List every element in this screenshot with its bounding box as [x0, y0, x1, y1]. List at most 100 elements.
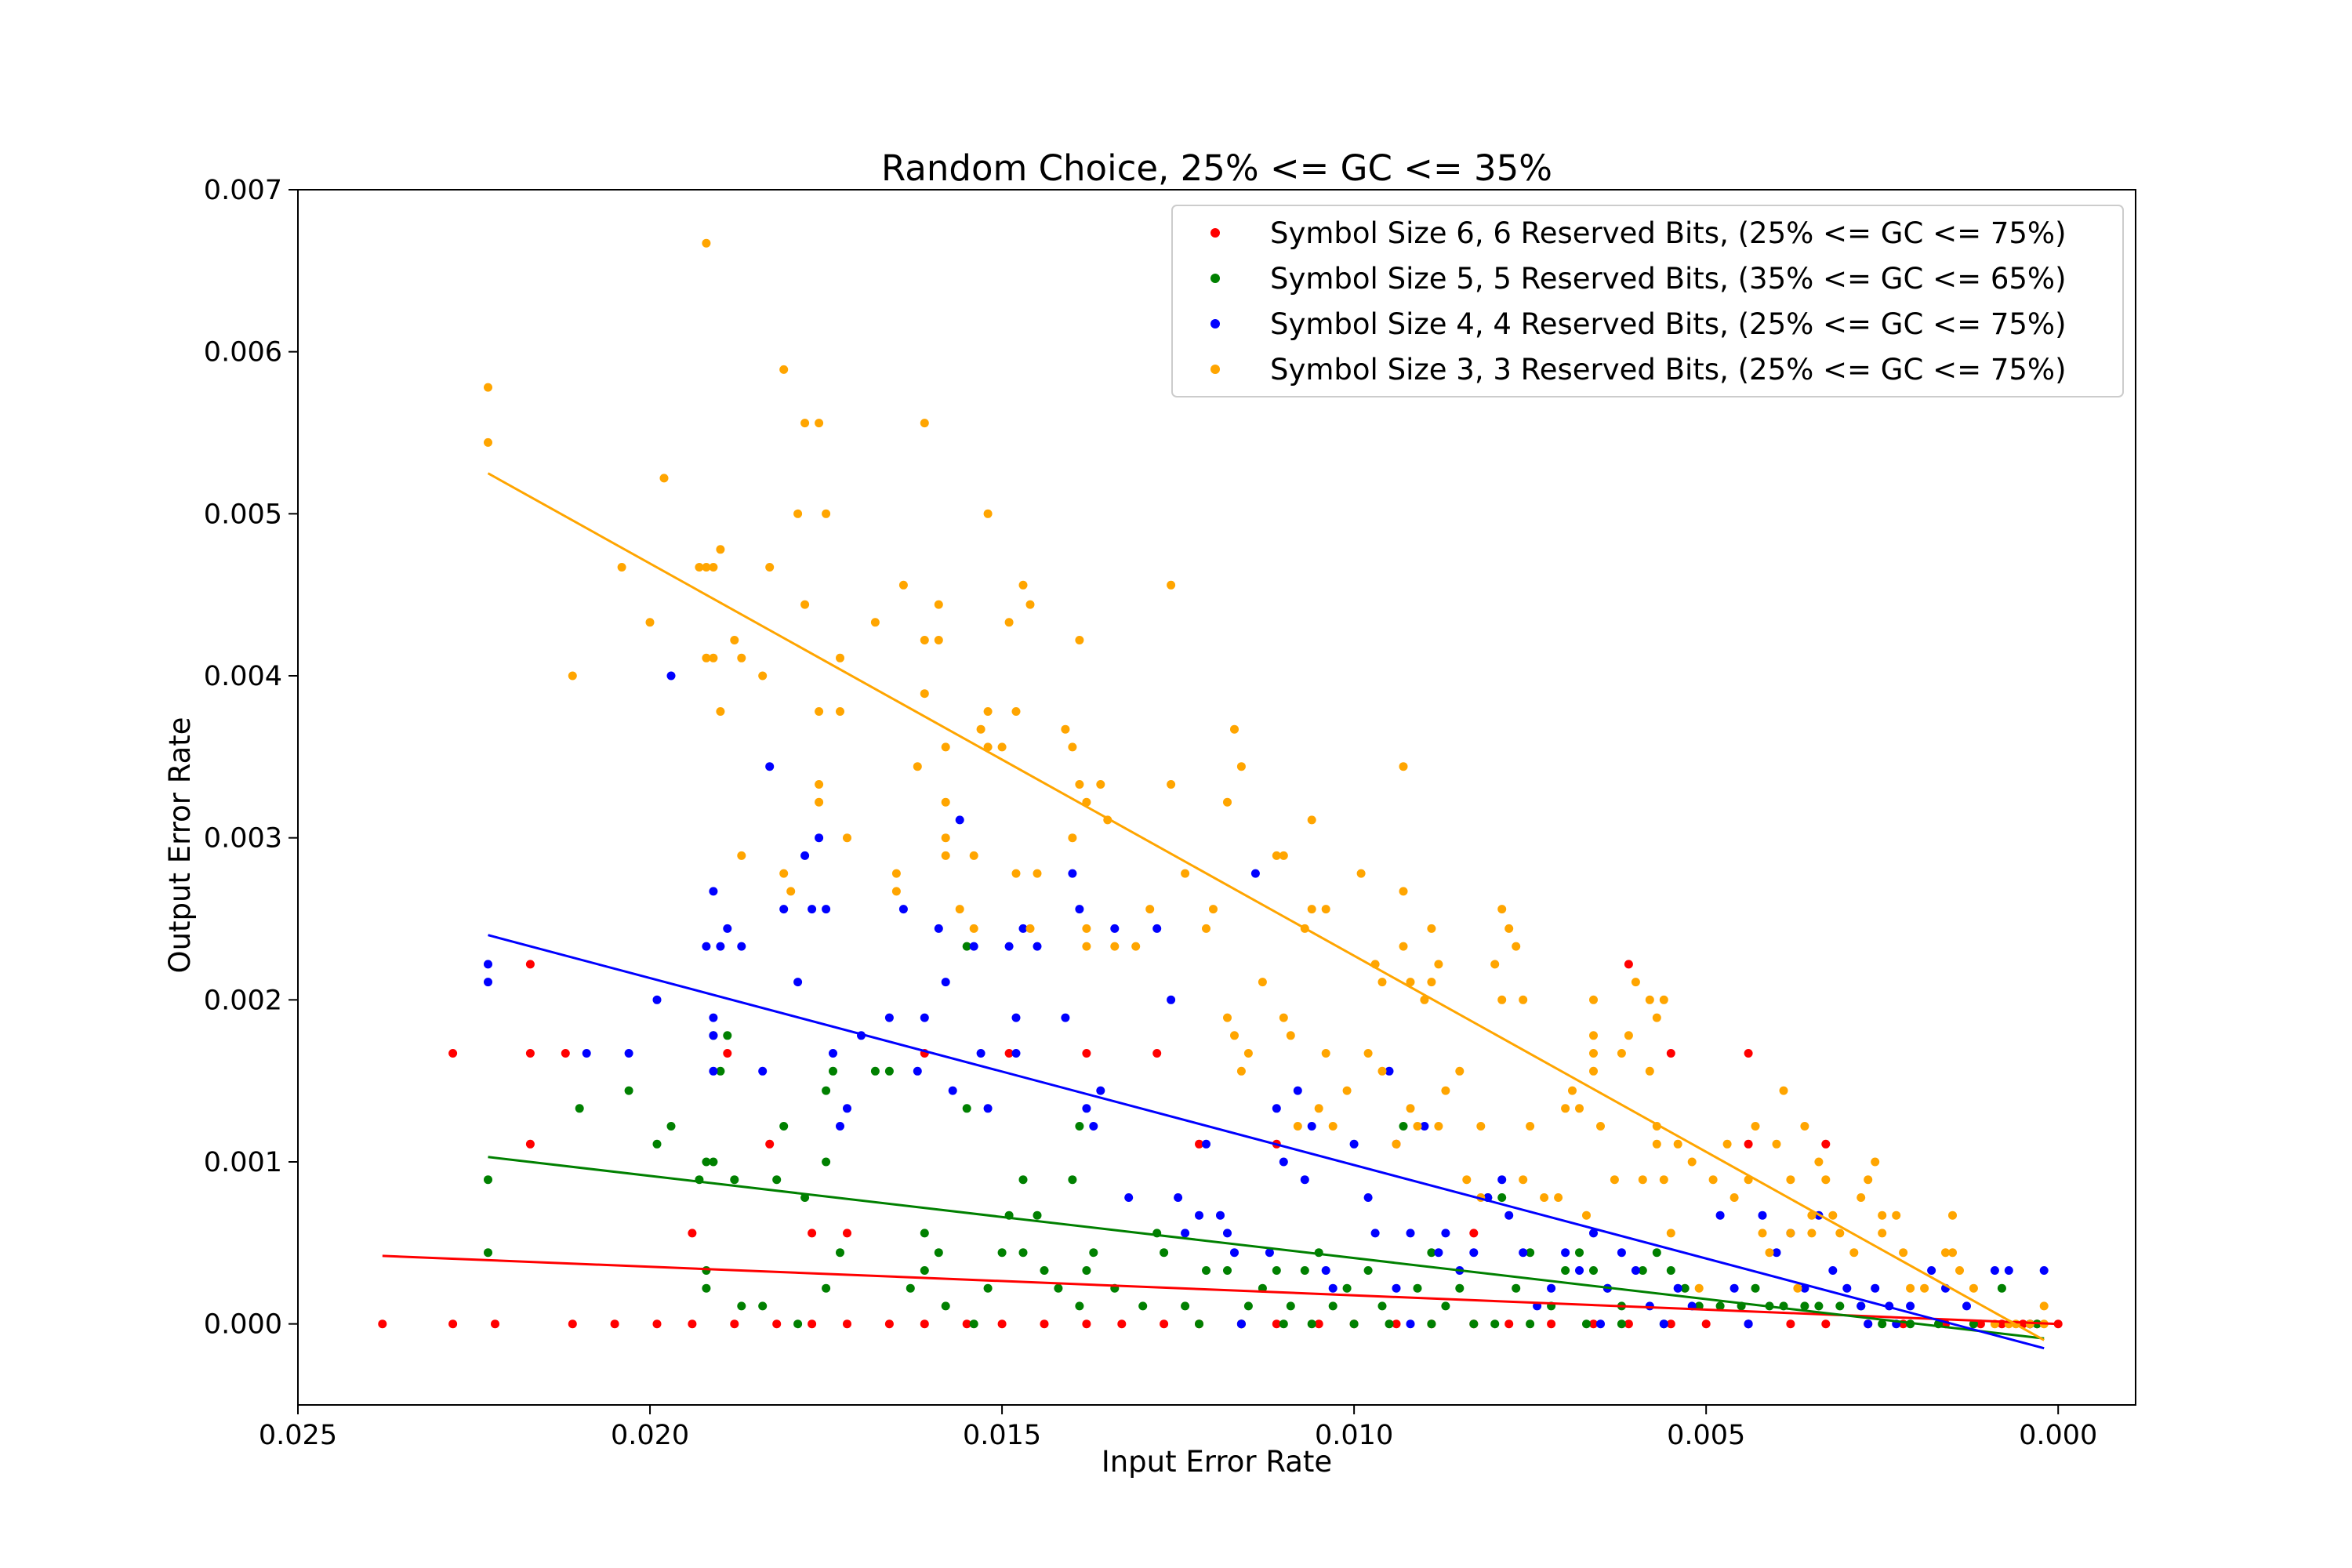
data-point	[1864, 1319, 1873, 1329]
x-tick-label: 0.020	[611, 1420, 689, 1451]
data-point	[737, 653, 746, 662]
data-point	[1011, 1049, 1021, 1058]
data-point	[1314, 1319, 1323, 1329]
data-point	[983, 707, 993, 716]
data-point	[934, 924, 943, 933]
data-point	[815, 707, 824, 716]
data-point	[1701, 1319, 1711, 1329]
data-point	[1124, 1193, 1134, 1202]
data-point	[709, 653, 718, 662]
data-point	[723, 1031, 732, 1040]
data-point	[1202, 1266, 1210, 1275]
data-point	[1561, 1266, 1570, 1275]
data-point	[1497, 1193, 1507, 1202]
data-point	[716, 942, 725, 951]
data-point	[1715, 1301, 1725, 1311]
data-point	[1948, 1210, 1957, 1220]
data-point	[1666, 1319, 1675, 1329]
data-point	[1631, 1266, 1640, 1275]
data-point	[1575, 1266, 1584, 1275]
data-point	[1018, 580, 1028, 590]
data-point	[617, 563, 626, 572]
data-point	[884, 1066, 894, 1076]
data-point	[1561, 1248, 1570, 1258]
data-point	[920, 1266, 929, 1275]
data-point	[491, 1319, 499, 1329]
data-point	[1089, 1122, 1098, 1131]
data-point	[836, 707, 844, 716]
data-point	[1441, 1229, 1450, 1238]
data-point	[1025, 924, 1035, 933]
data-point	[1504, 1210, 1514, 1220]
data-point	[1512, 1283, 1521, 1293]
data-point	[1420, 1122, 1429, 1131]
data-point	[723, 924, 732, 933]
y-tick-label: 0.004	[204, 661, 282, 692]
data-point	[920, 1013, 929, 1022]
data-point	[1202, 1139, 1210, 1149]
data-point	[1174, 1193, 1183, 1202]
series-2	[484, 942, 2042, 1329]
data-point	[1687, 1157, 1697, 1167]
data-point	[1638, 1266, 1647, 1275]
data-point	[688, 1319, 697, 1329]
y-tick-label: 0.002	[204, 985, 282, 1016]
data-point	[1673, 1283, 1682, 1293]
data-point	[913, 762, 922, 771]
trend-line-3	[488, 934, 2045, 1350]
data-point	[1821, 1175, 1831, 1185]
data-point	[1878, 1319, 1887, 1329]
trend-line-4	[487, 472, 2045, 1341]
legend-marker	[1210, 228, 1220, 238]
legend-label: Symbol Size 4, 4 Reserved Bits, (25% <= …	[1270, 307, 2067, 341]
data-point	[1040, 1266, 1049, 1275]
data-point	[1202, 924, 1210, 933]
data-point	[688, 1229, 697, 1238]
data-point	[1223, 797, 1232, 807]
data-point	[1293, 1122, 1302, 1131]
data-point	[1744, 1049, 1753, 1058]
data-point	[1068, 869, 1077, 878]
data-point	[843, 833, 851, 843]
data-point	[1864, 1175, 1873, 1185]
data-point	[955, 905, 964, 914]
data-point	[1800, 1301, 1809, 1311]
data-point	[1392, 1139, 1401, 1149]
x-tick-label: 0.010	[1315, 1420, 1393, 1451]
data-point	[723, 1049, 732, 1058]
data-point	[484, 437, 492, 447]
data-point	[1497, 905, 1507, 914]
data-point	[730, 636, 739, 644]
data-point	[1025, 600, 1035, 609]
data-point	[1547, 1319, 1556, 1329]
data-point	[1561, 1104, 1570, 1113]
data-point	[1547, 1283, 1556, 1293]
data-point	[1250, 869, 1260, 878]
data-point	[568, 671, 577, 681]
data-point	[1342, 1283, 1352, 1293]
data-point	[1751, 1122, 1760, 1131]
y-tick-label: 0.001	[204, 1147, 282, 1178]
data-point	[997, 1319, 1007, 1329]
chart-title: Random Choice, 25% <= GC <= 35%	[881, 147, 1552, 189]
legend-box	[1171, 205, 2124, 397]
data-point	[1370, 1229, 1380, 1238]
data-point	[1659, 995, 1668, 1004]
data-point	[969, 942, 978, 951]
data-point	[716, 1066, 725, 1076]
data-point	[1307, 905, 1316, 914]
data-point	[1377, 1301, 1387, 1311]
data-point	[1406, 1319, 1415, 1329]
data-point	[1307, 815, 1316, 825]
data-point	[702, 942, 711, 951]
data-point	[1744, 1139, 1753, 1149]
data-point	[666, 671, 676, 681]
data-point	[829, 1066, 837, 1076]
data-point	[1152, 924, 1162, 933]
data-point	[652, 995, 662, 1004]
data-point	[1969, 1283, 1978, 1293]
data-point	[1857, 1193, 1866, 1202]
data-point	[1871, 1283, 1880, 1293]
data-point	[702, 1266, 711, 1275]
data-point	[1399, 887, 1408, 896]
